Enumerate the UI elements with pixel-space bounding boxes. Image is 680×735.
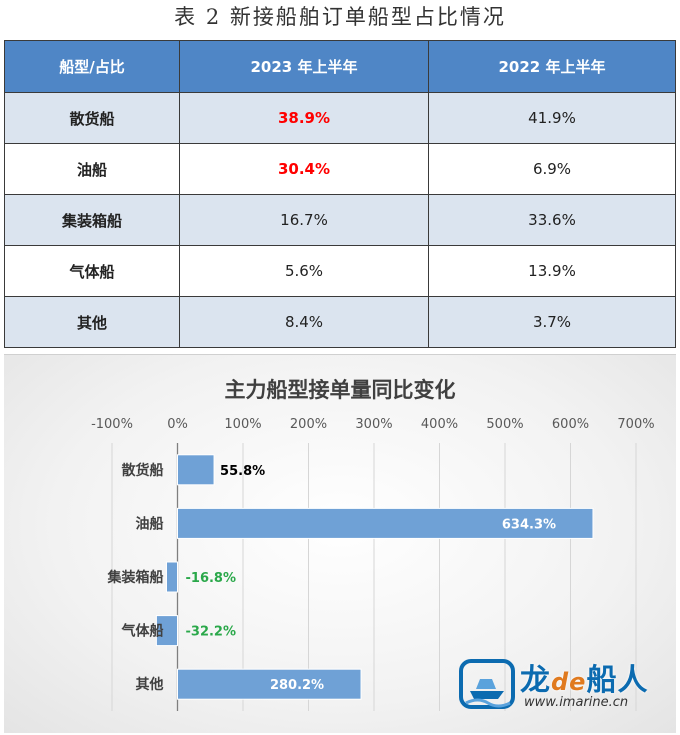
row-ship-type: 散货船 xyxy=(4,92,180,144)
row-value-2023: 8.4% xyxy=(179,296,429,348)
category-label: 散货船 xyxy=(122,462,164,479)
table-title: 表 2 新接船舶订单船型占比情况 xyxy=(174,5,506,29)
x-tick-label: 300% xyxy=(355,417,392,432)
row-value-2023: 5.6% xyxy=(179,245,429,297)
category-label: 其他 xyxy=(136,676,164,693)
row-value-2022: 13.9% xyxy=(428,245,676,297)
x-tick-label: 100% xyxy=(224,417,261,432)
bar xyxy=(177,507,594,539)
category-label: 油船 xyxy=(136,515,164,532)
header-h1-2022: 2022 年上半年 xyxy=(428,40,676,93)
header-ship-type: 船型/占比 xyxy=(4,40,180,93)
row-value-2022: 3.7% xyxy=(428,296,676,348)
data-label: -16.8% xyxy=(186,571,237,586)
row-ship-type: 油船 xyxy=(4,143,180,195)
data-label: 55.8% xyxy=(220,464,265,479)
x-tick-label: -100% xyxy=(91,417,133,432)
header-h1-2023: 2023 年上半年 xyxy=(179,40,429,93)
x-tick-label: 500% xyxy=(486,417,523,432)
chart-title: 主力船型接单量同比变化 xyxy=(225,378,456,402)
x-tick-label: 0% xyxy=(167,417,188,432)
category-label: 气体船 xyxy=(121,623,164,640)
data-label: -32.2% xyxy=(186,625,237,640)
row-ship-type: 集装箱船 xyxy=(4,194,180,246)
data-label: 280.2% xyxy=(270,678,324,693)
bar xyxy=(177,454,215,486)
x-tick-label: 400% xyxy=(421,417,458,432)
bar xyxy=(177,668,362,700)
data-label: 634.3% xyxy=(502,517,556,532)
row-ship-type: 其他 xyxy=(4,296,180,348)
watermark-brand: 龙de船人 xyxy=(520,663,649,698)
x-tick-label: 600% xyxy=(552,417,589,432)
bar-chart-svg: 主力船型接单量同比变化 -100% 0% 100% 200% 300% 400% 500% 6… xyxy=(91,378,655,711)
table-row: 集装箱船 16.7% 33.6% xyxy=(4,194,676,246)
row-value-2022: 33.6% xyxy=(428,194,676,246)
table-row: 散货船 38.9% 41.9% xyxy=(4,92,676,144)
table-row: 气体船 5.6% 13.9% xyxy=(4,245,676,297)
table-row: 油船 30.4% 6.9% xyxy=(4,143,676,195)
row-value-2022: 41.9% xyxy=(428,92,676,144)
ship-logo-icon xyxy=(459,659,515,709)
x-tick-label: 200% xyxy=(290,417,327,432)
row-ship-type: 气体船 xyxy=(4,245,180,297)
imarine-watermark: 龙de船人 www.imarine.cn xyxy=(458,655,668,717)
bar xyxy=(165,561,179,593)
row-value-2023: 38.9% xyxy=(179,92,429,144)
yoy-change-chart: 主力船型接单量同比变化 -100% 0% 100% 200% 300% 400% 500% 6… xyxy=(4,354,676,733)
x-tick-label: 700% xyxy=(617,417,654,432)
row-value-2022: 6.9% xyxy=(428,143,676,195)
ship-type-share-table: 船型/占比 2023 年上半年 2022 年上半年 散货船 38.9% 41.9… xyxy=(4,40,676,348)
table-header-row: 船型/占比 2023 年上半年 2022 年上半年 xyxy=(4,40,676,93)
bar xyxy=(155,615,178,647)
category-label: 集装箱船 xyxy=(107,569,164,586)
watermark-url: www.imarine.cn xyxy=(524,695,629,710)
table-row: 其他 8.4% 3.7% xyxy=(4,296,676,348)
row-value-2023: 16.7% xyxy=(179,194,429,246)
row-value-2023: 30.4% xyxy=(179,143,429,195)
